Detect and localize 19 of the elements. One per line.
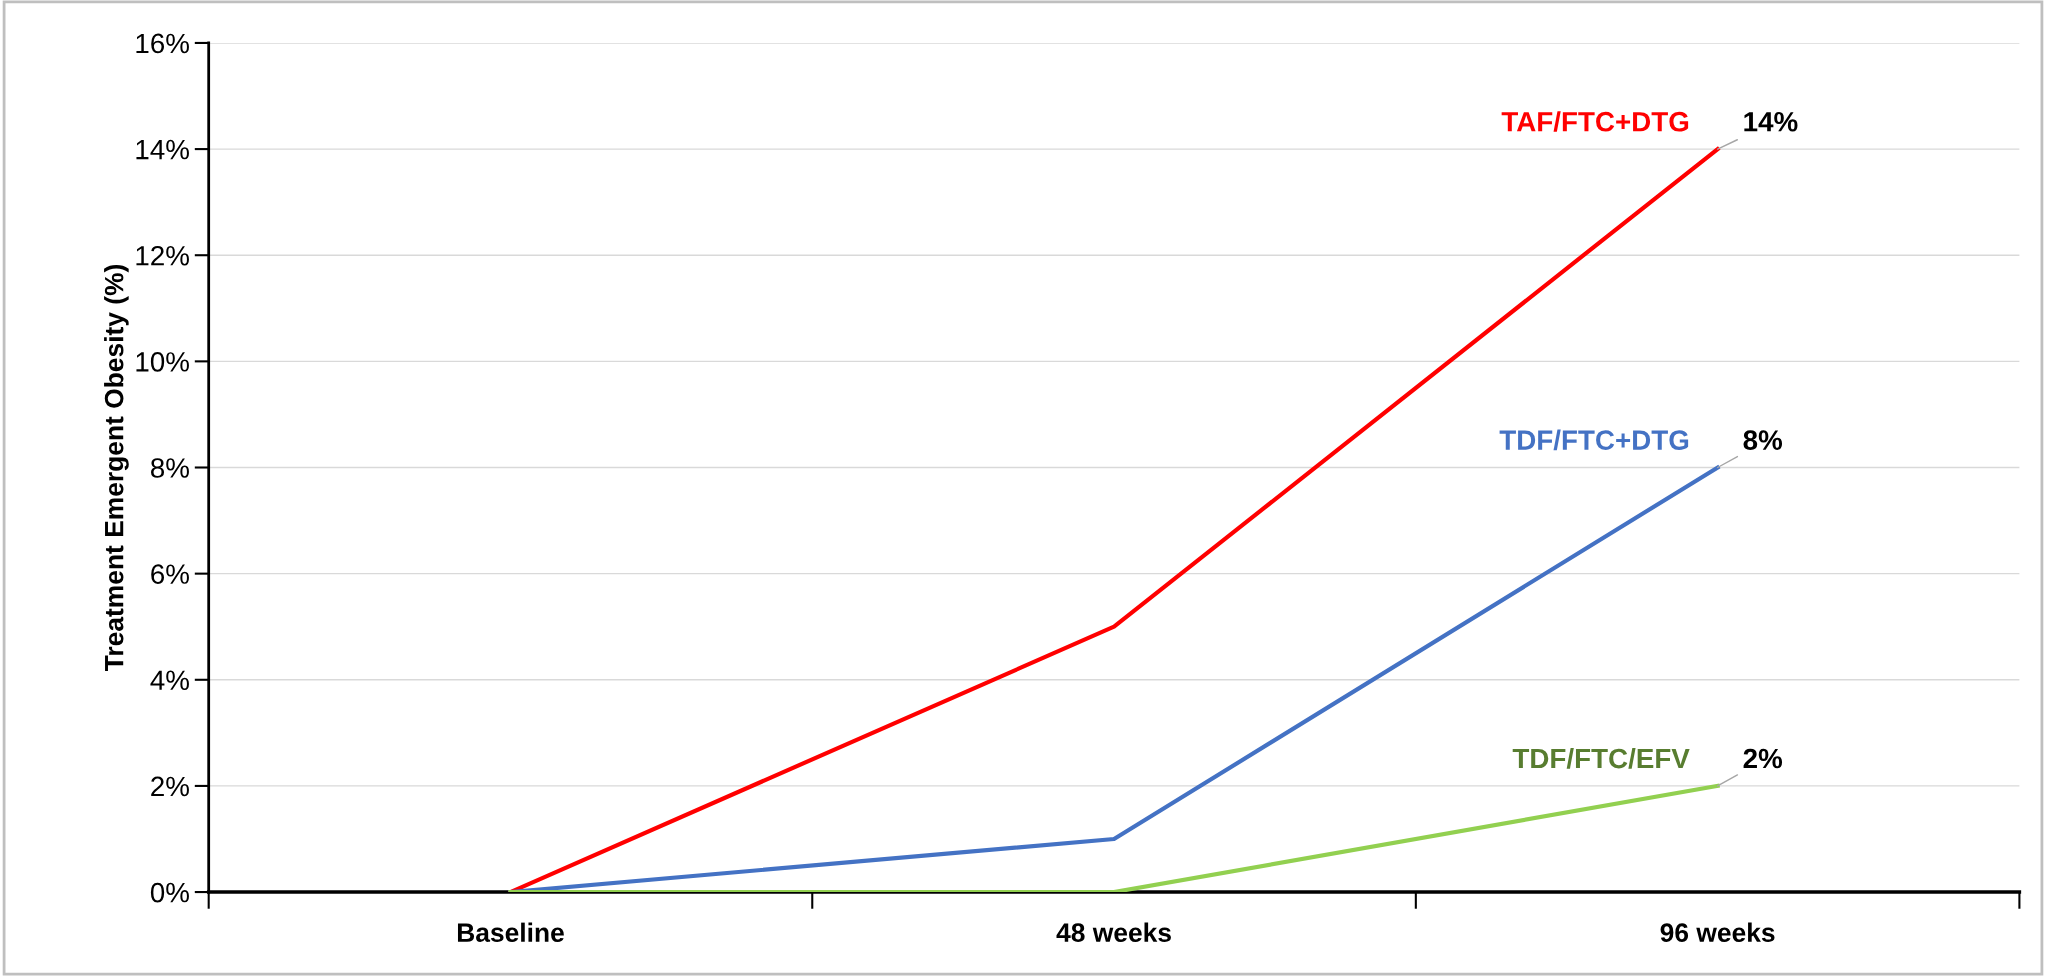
series-label: TAF/FTC+DTG bbox=[1501, 111, 1689, 132]
x-tick-label: 48 weeks bbox=[1056, 922, 1171, 942]
y-tick-label: 8% bbox=[151, 458, 189, 478]
data-label: 2% bbox=[1743, 748, 1783, 769]
x-tick-label: Baseline bbox=[457, 922, 564, 942]
y-tick-label: 10% bbox=[136, 352, 189, 372]
y-tick-label: 16% bbox=[136, 33, 189, 54]
y-axis-title: Treatment Emergent Obesity (%) bbox=[104, 264, 129, 672]
y-tick-label: 4% bbox=[150, 670, 189, 691]
y-tick-label: 2% bbox=[151, 776, 189, 797]
x-tick-label: 96 weeks bbox=[1660, 922, 1775, 942]
y-tick-label: 14% bbox=[136, 139, 189, 160]
data-label: 14% bbox=[1744, 111, 1798, 132]
y-tick-label: 12% bbox=[136, 245, 189, 266]
y-tick-label: 6% bbox=[151, 564, 189, 584]
data-label: 8% bbox=[1743, 430, 1783, 450]
series-label: TDF/FTC+DTG bbox=[1499, 429, 1689, 451]
y-tick-label: 0% bbox=[150, 882, 189, 903]
series-label: TDF/FTC/EFV bbox=[1512, 747, 1690, 769]
